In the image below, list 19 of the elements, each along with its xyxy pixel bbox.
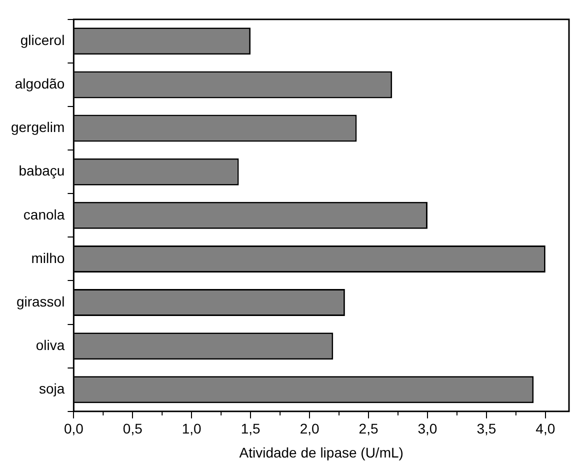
x-tick-label: 3,0	[418, 420, 438, 437]
x-tick-label: 1,5	[240, 420, 261, 437]
y-tick-label: milho	[31, 250, 65, 266]
y-tick-label: gergelim	[10, 119, 65, 136]
y-tick-label: soja	[39, 380, 65, 396]
x-tick-label: 2,0	[300, 420, 320, 437]
y-tick-label: oliva	[36, 336, 65, 353]
x-tick-label: 4,0	[536, 420, 556, 437]
x-tick-label: 0,0	[64, 420, 84, 437]
y-tick-label: canola	[23, 206, 65, 222]
x-tick-label: 1,0	[182, 420, 202, 437]
x-tick-label: 2,5	[358, 420, 378, 437]
y-tick-label: babaçu	[18, 162, 65, 179]
x-tick-label: 3,5	[476, 420, 496, 437]
x-axis-title: Atividade de lipase (U/mL)	[239, 444, 404, 460]
x-tick-label: 0,5	[122, 420, 143, 437]
y-tick-label: algodão	[14, 76, 65, 92]
y-tick-label: girassol	[16, 293, 65, 310]
y-tick-label: glicerol	[20, 32, 65, 48]
